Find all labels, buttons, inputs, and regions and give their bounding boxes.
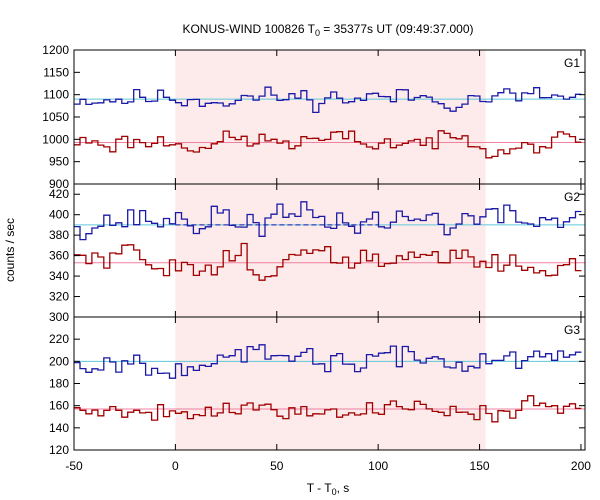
g3-ytick-label: 180 <box>49 377 69 391</box>
xtick-label: 100 <box>368 459 388 473</box>
g1-ytick-label: 900 <box>49 177 69 191</box>
xtick-label: 50 <box>270 459 284 473</box>
g1-ytick-label: 1050 <box>42 110 69 124</box>
g1-series-high <box>74 86 582 114</box>
chart-title: KONUS-WIND 100826 T0 = 35377s UT (09:49:… <box>182 22 473 38</box>
g2-ytick-label: 340 <box>49 269 69 283</box>
g2-series-low <box>74 242 582 281</box>
g2-ytick-label: 300 <box>49 310 69 324</box>
g3-ytick-label: 160 <box>49 399 69 413</box>
g1-ytick-label: 1150 <box>43 65 69 79</box>
g1-panel-label: G1 <box>564 56 580 70</box>
background-level-layer <box>74 98 585 410</box>
g3-panel-label: G3 <box>564 323 580 337</box>
g2-ytick-label: 380 <box>49 228 69 242</box>
g1-ytick-label: 1000 <box>42 132 69 146</box>
y-axis-title: counts / sec <box>3 218 17 282</box>
g2-ytick-label: 320 <box>49 290 69 304</box>
series-layer <box>74 86 582 423</box>
g3-series-high <box>74 344 582 379</box>
g3-ytick-label: 140 <box>49 421 69 435</box>
g3-ytick-label: 120 <box>49 443 69 457</box>
g2-ytick-label: 360 <box>49 249 69 263</box>
g1-ytick-label: 1200 <box>42 43 69 57</box>
g3-ytick-label: 200 <box>49 354 69 368</box>
g2-series-high <box>74 201 582 241</box>
xtick-label: 150 <box>470 459 490 473</box>
g2-ytick-label: 400 <box>49 208 69 222</box>
x-axis-title: T - T0, s <box>307 481 350 497</box>
xtick-label: 0 <box>172 459 179 473</box>
g2-ytick-label: 420 <box>49 187 69 201</box>
g2-panel-label: G2 <box>564 190 580 204</box>
ticks-layer: 90095010001050110011501200G1300320340360… <box>42 43 591 473</box>
g1-ytick-label: 1100 <box>43 88 69 102</box>
g3-ytick-label: 220 <box>49 332 69 346</box>
xtick-label: -50 <box>65 459 83 473</box>
g1-ytick-label: 950 <box>49 155 69 169</box>
g1-series-low <box>74 130 582 159</box>
xtick-label: 200 <box>571 459 591 473</box>
g3-series-low <box>74 395 582 423</box>
